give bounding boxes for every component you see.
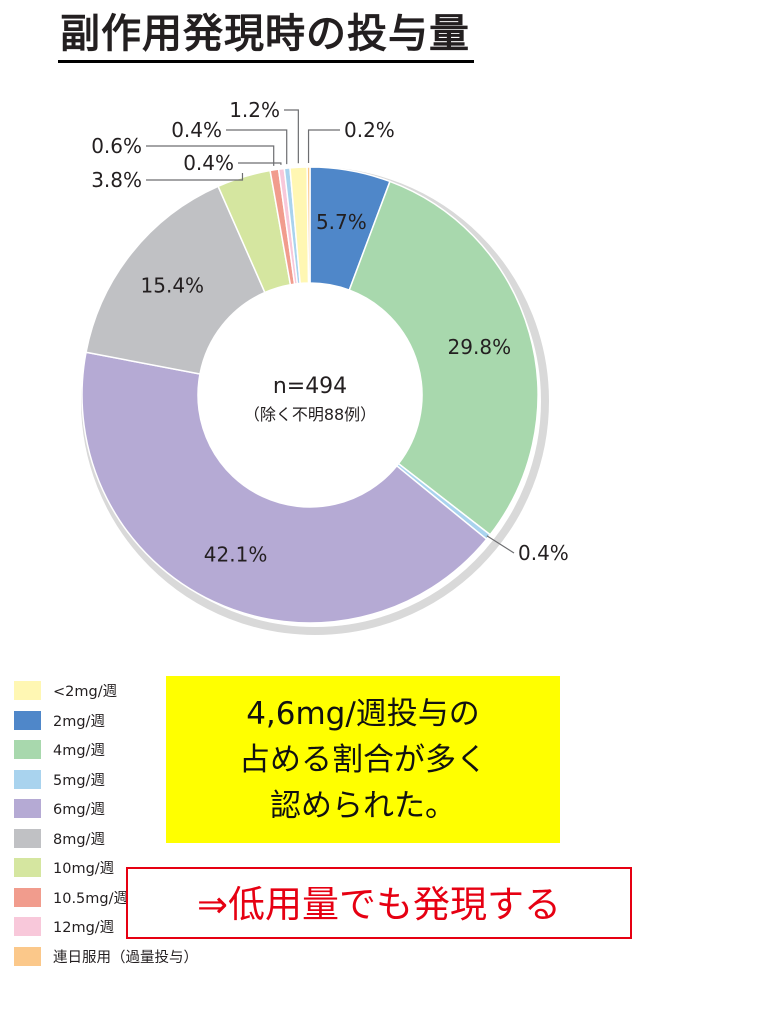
page-title: 副作用発現時の投与量 bbox=[58, 8, 474, 63]
leader-line bbox=[307, 129, 340, 164]
legend-label: <2mg/週 bbox=[53, 684, 118, 701]
leader-line bbox=[226, 129, 288, 165]
legend-swatch bbox=[14, 828, 41, 848]
legend-item: 連日服用（過量投与） bbox=[14, 942, 198, 972]
data-label: 42.1% bbox=[204, 542, 268, 566]
legend-label: 12mg/週 bbox=[53, 920, 115, 937]
legend-label: 6mg/週 bbox=[53, 802, 105, 819]
legend-swatch bbox=[14, 681, 41, 701]
legend-item: 4mg/週 bbox=[14, 735, 198, 765]
legend-swatch bbox=[14, 740, 41, 760]
legend-item: 12mg/週 bbox=[14, 912, 198, 942]
legend-swatch bbox=[14, 769, 41, 789]
data-label: 0.4% bbox=[518, 541, 569, 565]
data-label: 3.8% bbox=[91, 168, 142, 192]
leader-line bbox=[238, 162, 282, 165]
leader-line bbox=[486, 535, 515, 554]
legend-label: 8mg/週 bbox=[53, 831, 105, 848]
legend-item: 10.5mg/週 bbox=[14, 883, 198, 913]
data-label: 0.4% bbox=[183, 151, 234, 175]
legend-swatch bbox=[14, 710, 41, 730]
pie-slice bbox=[306, 166, 311, 284]
legend-label: 2mg/週 bbox=[53, 713, 105, 730]
callout-line-3: 認められた。 bbox=[270, 787, 456, 824]
data-label: 29.8% bbox=[448, 335, 512, 359]
data-label: 15.4% bbox=[141, 273, 205, 297]
legend-label: 4mg/週 bbox=[53, 743, 105, 760]
legend-item: 8mg/週 bbox=[14, 824, 198, 854]
data-label: 0.6% bbox=[91, 134, 142, 158]
center-sublabel: （除く不明88例） bbox=[244, 405, 376, 424]
legend-label: 10mg/週 bbox=[53, 861, 115, 878]
leader-line bbox=[146, 173, 244, 181]
legend-swatch bbox=[14, 799, 41, 819]
leader-line bbox=[146, 145, 275, 166]
data-label: 0.4% bbox=[171, 118, 222, 142]
legend-item: 2mg/週 bbox=[14, 706, 198, 736]
legend-label: 5mg/週 bbox=[53, 772, 105, 789]
legend-swatch bbox=[14, 858, 41, 878]
legend-item: 6mg/週 bbox=[14, 794, 198, 824]
finding-callout: 4,6mg/週投与の 占める割合が多く 認められた。 bbox=[166, 676, 560, 843]
donut-chart: 5.7% 29.8% 42.1% 15.4% 0.4% 3.8% 0.6% 0.4% 0.4%… bbox=[81, 98, 569, 635]
legend-label: 連日服用（過量投与） bbox=[53, 949, 198, 966]
callout-line-1: 4,6mg/週投与の bbox=[246, 695, 480, 732]
legend-swatch bbox=[14, 917, 41, 937]
chart-legend: <2mg/週 2mg/週 4mg/週 5mg/週 6mg/週 8mg/週 10mg/週 10.… bbox=[14, 676, 198, 971]
legend-item: 10mg/週 bbox=[14, 853, 198, 883]
data-label: 0.2% bbox=[344, 118, 395, 142]
leader-line bbox=[284, 109, 299, 164]
pie-slice bbox=[348, 180, 539, 536]
pie-slice bbox=[81, 351, 488, 624]
legend-swatch bbox=[14, 887, 41, 907]
legend-label: 10.5mg/週 bbox=[53, 890, 128, 907]
callout-line-2: 占める割合が多く bbox=[239, 741, 487, 778]
legend-item: <2mg/週 bbox=[14, 676, 198, 706]
data-label: 5.7% bbox=[316, 210, 367, 234]
center-label: n=494 bbox=[273, 374, 347, 399]
legend-item: 5mg/週 bbox=[14, 765, 198, 795]
data-label: 1.2% bbox=[229, 98, 280, 122]
pie-slice bbox=[85, 185, 266, 375]
legend-swatch bbox=[14, 946, 41, 966]
conclusion-note: ⇒低用量でも発現する bbox=[126, 867, 632, 939]
